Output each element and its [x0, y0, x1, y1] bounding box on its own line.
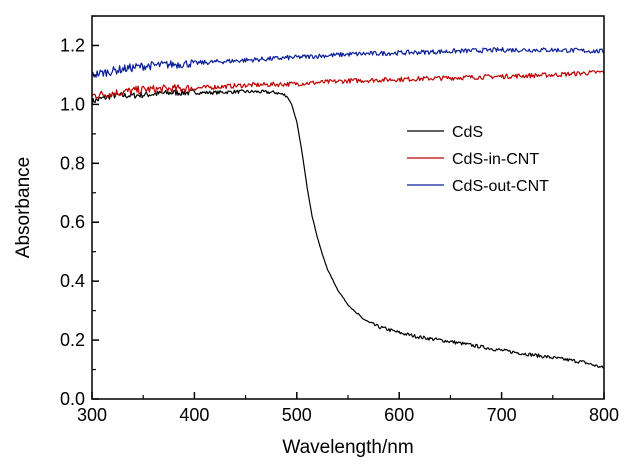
y-tick-label: 1.2	[60, 35, 85, 55]
x-tick-label: 300	[77, 405, 107, 425]
y-tick-label: 1.0	[60, 94, 85, 114]
y-tick-label: 0.4	[60, 271, 85, 291]
x-tick-label: 400	[179, 405, 209, 425]
plot-frame	[91, 15, 605, 400]
y-tick-label: 0.8	[60, 153, 85, 173]
series-layer	[92, 47, 604, 370]
x-axis-title: Wavelength/nm	[282, 437, 413, 458]
legend-label: CdS-in-CNT	[452, 151, 539, 168]
legend: CdS CdS-in-CNT CdS-out-CNT	[407, 124, 549, 195]
y-tick-label: 0.2	[60, 330, 85, 350]
y-axis-title: Absorbance	[13, 157, 34, 258]
x-tick-label: 800	[589, 405, 619, 425]
x-tick-label: 700	[487, 405, 517, 425]
x-tick-label: 500	[282, 405, 312, 425]
ticks-layer	[91, 15, 605, 400]
legend-label: CdS-out-CNT	[452, 178, 549, 195]
series-line-cds	[92, 88, 604, 370]
y-tick-label: 0.6	[60, 212, 85, 232]
series-line-cds-in-cnt	[92, 70, 604, 99]
series-line-cds-out-cnt	[92, 47, 604, 78]
legend-label: CdS	[452, 124, 483, 141]
y-tick-label: 0.0	[60, 389, 85, 409]
tick-labels-layer: 300 400 500 600 700 800 0.0 0.2 0.4 0.6 0.8 1.0 1.2	[60, 35, 619, 425]
x-tick-label: 600	[384, 405, 414, 425]
